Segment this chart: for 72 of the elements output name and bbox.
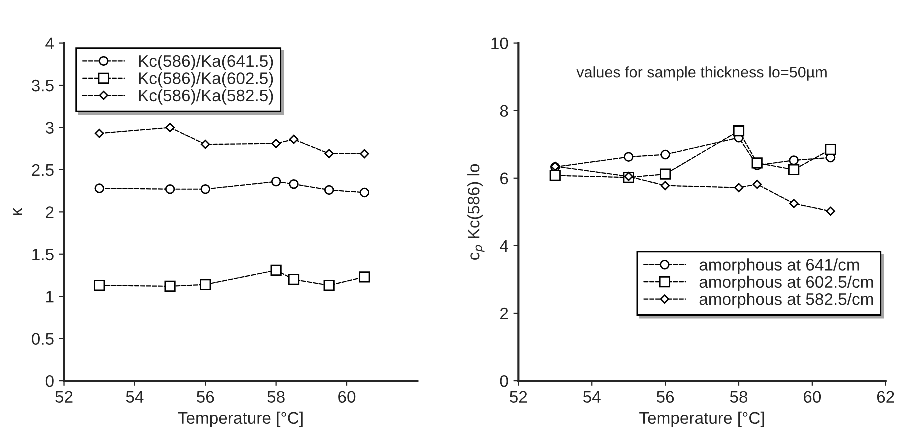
point [271,176,282,187]
point [94,129,104,138]
x-tick-label: 54 [584,391,601,404]
y-tick-label: 2.5 [32,164,54,176]
legend-label: amorphous at 582.5/cm [700,293,874,309]
y-tick-label: 1.5 [32,248,54,261]
point [200,184,210,194]
point [94,184,104,194]
point [165,184,176,194]
y-tick-label: 6 [500,172,508,185]
y-axis-title: c$_{p}$ Kc(586) lo [468,164,485,260]
point [324,149,334,159]
point [324,280,335,292]
point [624,152,634,162]
x-tick-label: 56 [656,391,674,404]
point [270,264,282,276]
point [789,156,799,166]
legend-label: amorphous at 602.5/cm [700,276,874,292]
y-tick-label: 3 [46,122,54,134]
x-tick-label: 52 [510,391,528,404]
point [826,206,836,216]
y-axis-title: κ [14,208,22,216]
y-tick-label: 0.5 [32,333,54,346]
point [752,158,763,169]
point [201,140,210,150]
x-tick-label: 60 [338,391,356,404]
legend-label: Kc(586)/Ka(582.5) [139,89,274,105]
point [289,134,299,144]
y-tick-label: 4 [46,38,54,50]
point [324,185,334,196]
point [164,280,176,292]
x-axis-title: Temperature [°C] [178,412,303,428]
point [752,180,762,190]
point [288,274,300,286]
legend-label: amorphous at 641/cm [700,258,860,274]
point [166,123,175,132]
point [289,179,299,190]
point [733,126,745,137]
point [360,149,370,159]
point [788,164,800,176]
y-tick-label: 0 [500,375,508,388]
legend-label: Kc(586)/Ka(641.5) [139,54,274,70]
point [94,280,106,292]
x-tick-label: 60 [804,391,822,404]
x-tick-label: 56 [197,391,214,404]
point [272,139,281,148]
y-tick-label: 10 [492,38,508,50]
point [660,181,670,190]
point [734,183,744,192]
x-tick-label: 58 [730,391,748,404]
y-tick-label: 3.5 [32,80,54,92]
y-tick-label: 8 [500,105,508,118]
point [359,272,370,283]
x-tick-label: 54 [126,391,144,404]
legend-label: Kc(586)/Ka(602.5) [139,72,274,88]
y-tick-label: 4 [500,240,508,252]
point [200,279,212,290]
y-tick-label: 0 [46,375,54,388]
point [360,188,370,198]
annotation: values for sample thickness lo=50µm [576,66,827,81]
point [660,168,672,180]
y-tick-label: 1 [46,291,54,303]
x-tick-label: 62 [877,391,894,404]
x-tick-label: 58 [268,391,285,404]
point [550,170,561,182]
point [789,199,799,208]
point [660,150,670,160]
point [825,144,836,156]
x-axis-title: Temperature [°C] [640,412,764,428]
y-tick-label: 2 [46,206,54,218]
y-tick-label: 2 [500,308,508,320]
x-tick-label: 52 [56,391,73,404]
